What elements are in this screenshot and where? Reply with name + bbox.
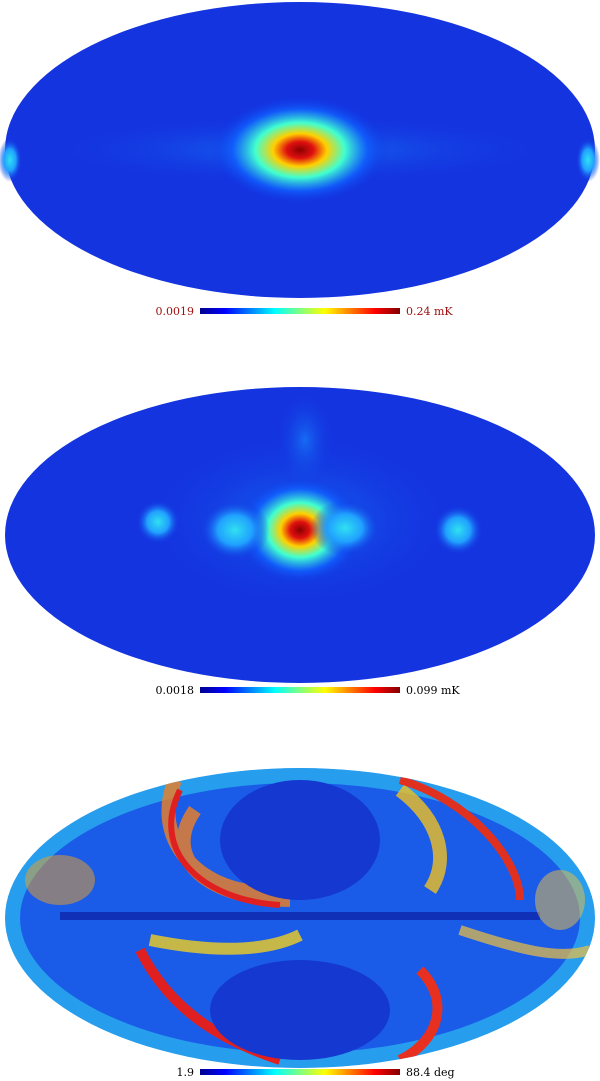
colorbar-gradient — [200, 687, 400, 693]
colorbar-max: 0.24 mK — [406, 305, 453, 318]
plane-band — [60, 912, 540, 920]
colorbar: 0.0018 0.099 mK — [156, 684, 461, 697]
spot — [310, 500, 380, 556]
spur — [275, 390, 335, 490]
arc — [161, 777, 291, 907]
patch — [535, 870, 585, 930]
sky-map — [0, 2, 600, 298]
void — [220, 780, 380, 900]
void — [210, 960, 390, 1060]
colorbar-min: 0.0018 — [156, 684, 195, 697]
arc — [398, 776, 524, 901]
arc — [397, 966, 443, 1065]
arc — [168, 788, 281, 908]
spot — [136, 500, 180, 544]
edge-spot — [576, 138, 600, 182]
sky-map — [5, 768, 595, 1068]
hotspot — [210, 95, 390, 205]
colorbar: 1.9 88.4 deg — [177, 1066, 455, 1079]
arc — [458, 925, 592, 959]
arc — [395, 784, 447, 894]
arc — [148, 929, 303, 955]
sky-map — [5, 387, 595, 683]
edge-spot — [0, 138, 22, 182]
colorbar: 0.0019 0.24 mK — [156, 305, 454, 318]
spot — [200, 500, 270, 560]
colorbar-gradient — [200, 1069, 400, 1075]
colorbar-min: 1.9 — [177, 1066, 195, 1079]
colorbar-max: 88.4 deg — [406, 1066, 455, 1079]
colorbar-gradient — [200, 308, 400, 314]
patch — [25, 855, 95, 905]
colorbar-min: 0.0019 — [156, 305, 195, 318]
colorbar-max: 0.099 mK — [406, 684, 460, 697]
spot — [433, 505, 483, 555]
